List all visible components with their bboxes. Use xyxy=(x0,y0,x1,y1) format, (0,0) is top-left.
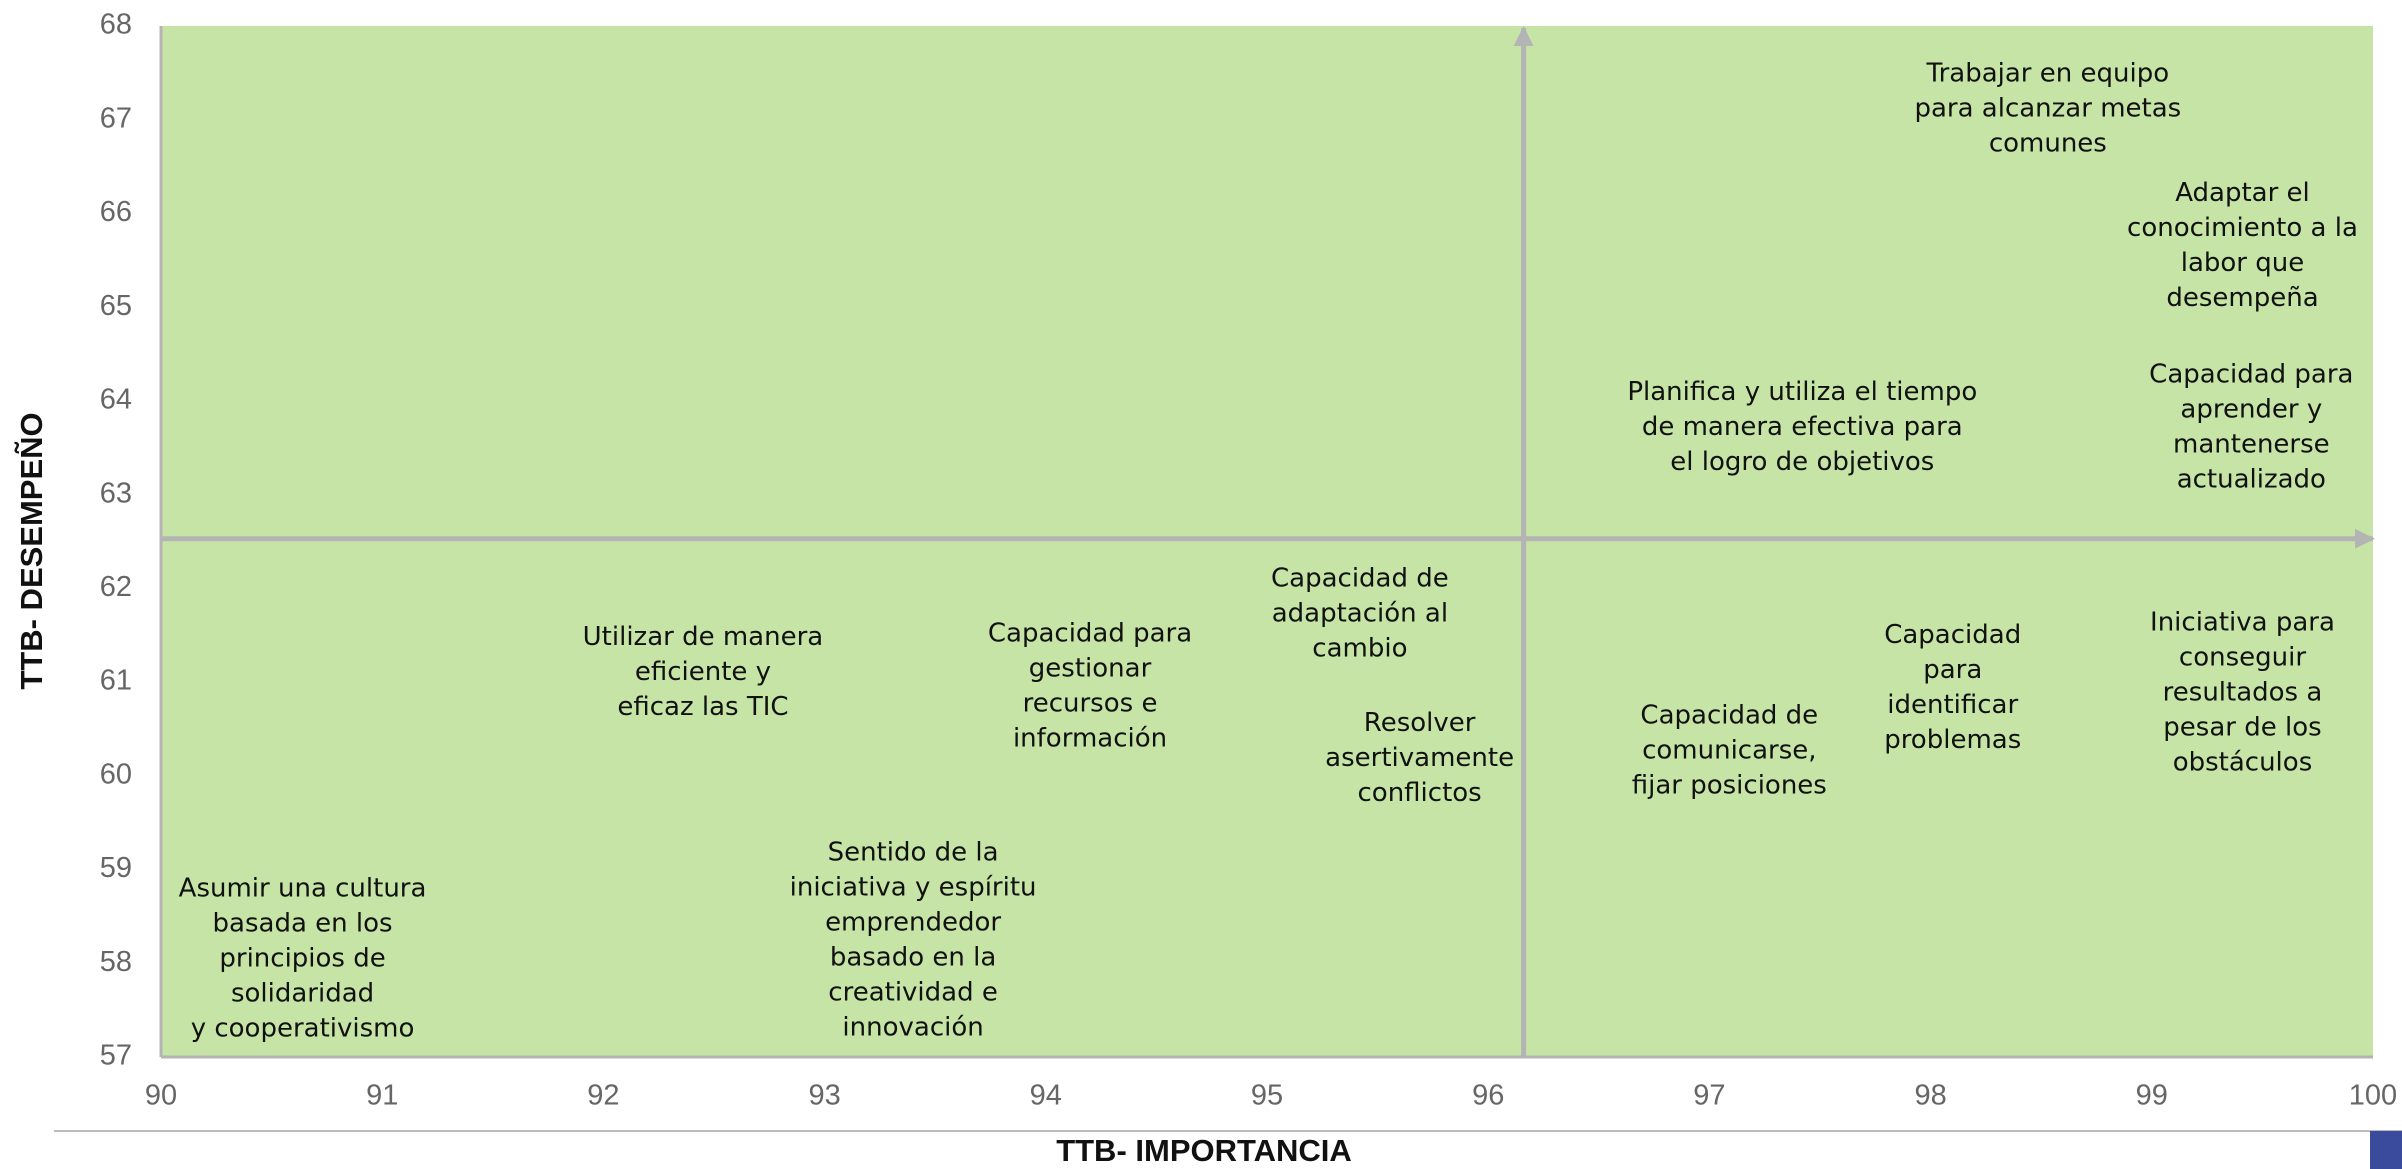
label-line: pesar de los xyxy=(2163,712,2321,742)
x-tick-label: 95 xyxy=(1251,1080,1283,1112)
x-tick-label: 93 xyxy=(808,1080,840,1112)
label-line: basado en la xyxy=(830,942,997,972)
point-label: Capacidad para gestionar recursos e informa… xyxy=(988,618,1192,753)
point-label: Capacidad de comunicarse, fijar posiciones xyxy=(1632,700,1827,800)
label-line: Capacidad de xyxy=(1271,563,1449,593)
label-line: Asumir una cultura xyxy=(179,873,427,903)
label-line: de manera efectiva para xyxy=(1642,412,1963,442)
label-line: resultados a xyxy=(2163,677,2323,707)
label-line: emprendedor xyxy=(825,907,1001,937)
y-tick-label: 57 xyxy=(100,1040,132,1072)
label-line: basada en los xyxy=(213,908,393,938)
label-line: comunes xyxy=(1989,128,2107,158)
y-tick-label: 68 xyxy=(100,9,132,41)
label-line: recursos e xyxy=(1023,688,1158,718)
y-tick-label: 59 xyxy=(100,852,132,884)
point-label: Capacidad para identificar problemas xyxy=(1884,620,2021,755)
label-line: labor que xyxy=(2181,247,2305,277)
label-line: problemas xyxy=(1884,725,2021,755)
y-tick-label: 61 xyxy=(100,665,132,697)
label-line: conocimiento a la xyxy=(2127,212,2358,242)
label-line: Resolver xyxy=(1364,708,1476,738)
label-line: cambio xyxy=(1312,633,1407,663)
y-tick-label: 63 xyxy=(100,477,132,509)
label-line: para xyxy=(1923,655,1982,685)
label-line: creatividad e xyxy=(828,977,998,1007)
label-line: conseguir xyxy=(2179,642,2306,672)
label-line: Capacidad para xyxy=(988,618,1192,648)
point-label: Resolver asertivamente conflictos xyxy=(1325,708,1514,808)
y-axis-title: TTB- DESEMPEÑO xyxy=(14,412,49,689)
label-line: Capacidad xyxy=(1884,620,2021,650)
label-line: eficiente y xyxy=(635,656,771,686)
label-line: información xyxy=(1013,723,1167,753)
label-line: conflictos xyxy=(1358,778,1482,808)
point-label: Iniciativa para conseguir resultados a pesa… xyxy=(2150,607,2335,777)
point-label: Planifica y utiliza el tiempo de manera e… xyxy=(1627,377,1977,477)
label-line: comunicarse, xyxy=(1642,735,1816,765)
y-tick-label: 67 xyxy=(100,102,132,134)
label-line: Planifica y utiliza el tiempo xyxy=(1627,377,1977,407)
label-line: gestionar xyxy=(1029,653,1152,683)
label-line: principios de xyxy=(219,943,385,973)
label-line: asertivamente xyxy=(1325,743,1514,773)
x-tick-label: 98 xyxy=(1914,1080,1946,1112)
x-tick-label: 100 xyxy=(2349,1080,2397,1112)
x-axis-title: TTB- IMPORTANCIA xyxy=(1056,1133,1352,1168)
y-tick-label: 62 xyxy=(100,571,132,603)
y-tick-label: 65 xyxy=(100,290,132,322)
label-line: innovación xyxy=(842,1012,983,1042)
label-line: el logro de objetivos xyxy=(1670,447,1934,477)
corner-badge xyxy=(2370,1131,2402,1169)
label-line: mantenerse xyxy=(2173,429,2330,459)
y-tick-label: 58 xyxy=(100,946,132,978)
x-tick-label: 96 xyxy=(1472,1080,1504,1112)
label-line: actualizado xyxy=(2177,464,2326,494)
point-label: Adaptar el conocimiento a la labor que dese… xyxy=(2127,177,2358,312)
x-tick-label: 99 xyxy=(2136,1080,2168,1112)
label-line: adaptación al xyxy=(1272,598,1448,628)
label-line: Iniciativa para xyxy=(2150,607,2335,637)
label-line: Capacidad de xyxy=(1640,700,1818,730)
label-line: y cooperativismo xyxy=(191,1013,415,1043)
point-label: Capacidad para aprender y mantenerse actual… xyxy=(2149,359,2353,494)
x-tick-label: 91 xyxy=(366,1080,398,1112)
label-line: Adaptar el xyxy=(2175,177,2310,207)
point-label: Asumir una cultura basada en los principio… xyxy=(179,873,427,1043)
label-line: iniciativa y espíritu xyxy=(790,872,1037,902)
label-line: fijar posiciones xyxy=(1632,770,1827,800)
point-label: Capacidad de adaptación al cambio xyxy=(1271,563,1449,663)
x-tick-label: 90 xyxy=(145,1080,177,1112)
point-label: Trabajar en equipo para alcanzar metas com… xyxy=(1914,58,2181,158)
label-line: obstáculos xyxy=(2173,747,2313,777)
point-label: Utilizar de manera eficiente y eficaz las … xyxy=(583,621,824,721)
label-line: Trabajar en equipo xyxy=(1926,58,2170,88)
y-tick-label: 64 xyxy=(100,384,132,416)
label-line: para alcanzar metas xyxy=(1914,93,2181,123)
point-label: Sentido de la iniciativa y espíritu empren… xyxy=(790,837,1037,1042)
plot-area xyxy=(161,26,2373,1057)
label-line: desempeña xyxy=(2166,282,2318,312)
label-line: Capacidad para xyxy=(2149,359,2353,389)
label-line: aprender y xyxy=(2180,394,2322,424)
label-line: solidaridad xyxy=(231,978,374,1008)
y-tick-label: 66 xyxy=(100,196,132,228)
x-tick-label: 97 xyxy=(1693,1080,1725,1112)
label-line: eficaz las TIC xyxy=(617,691,788,721)
y-tick-label: 60 xyxy=(100,758,132,790)
label-line: Utilizar de manera xyxy=(583,621,824,651)
label-line: identificar xyxy=(1887,690,2018,720)
x-tick-label: 92 xyxy=(587,1080,619,1112)
x-tick-label: 94 xyxy=(1030,1080,1062,1112)
label-line: Sentido de la xyxy=(828,837,999,867)
